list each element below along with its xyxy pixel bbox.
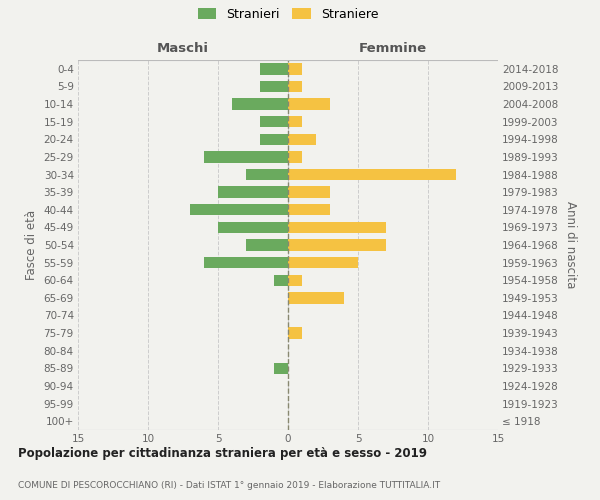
- Bar: [288, 63, 302, 74]
- Bar: [288, 80, 302, 92]
- Bar: [246, 240, 288, 250]
- Y-axis label: Fasce di età: Fasce di età: [25, 210, 38, 280]
- Bar: [218, 186, 288, 198]
- Bar: [288, 292, 344, 304]
- Bar: [260, 63, 288, 74]
- Bar: [190, 204, 288, 216]
- Bar: [274, 274, 288, 286]
- Bar: [288, 204, 330, 216]
- Bar: [232, 98, 288, 110]
- Bar: [288, 98, 330, 110]
- Bar: [288, 274, 302, 286]
- Bar: [204, 257, 288, 268]
- Bar: [288, 151, 302, 162]
- Bar: [260, 116, 288, 128]
- Bar: [288, 186, 330, 198]
- Text: COMUNE DI PESCOROCCHIANO (RI) - Dati ISTAT 1° gennaio 2019 - Elaborazione TUTTIT: COMUNE DI PESCOROCCHIANO (RI) - Dati IST…: [18, 480, 440, 490]
- Bar: [288, 240, 386, 250]
- Bar: [246, 169, 288, 180]
- Text: Popolazione per cittadinanza straniera per età e sesso - 2019: Popolazione per cittadinanza straniera p…: [18, 448, 427, 460]
- Bar: [260, 80, 288, 92]
- Text: Maschi: Maschi: [157, 42, 209, 54]
- Bar: [288, 222, 386, 233]
- Bar: [204, 151, 288, 162]
- Bar: [260, 134, 288, 145]
- Y-axis label: Anni di nascita: Anni di nascita: [565, 202, 577, 288]
- Legend: Stranieri, Straniere: Stranieri, Straniere: [193, 2, 383, 26]
- Bar: [274, 362, 288, 374]
- Bar: [288, 134, 316, 145]
- Bar: [288, 257, 358, 268]
- Bar: [288, 328, 302, 339]
- Bar: [218, 222, 288, 233]
- Bar: [288, 169, 456, 180]
- Text: Femmine: Femmine: [359, 42, 427, 54]
- Bar: [288, 116, 302, 128]
